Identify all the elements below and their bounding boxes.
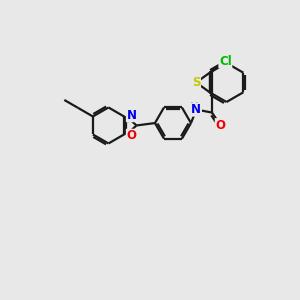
Text: O: O xyxy=(127,129,136,142)
Text: H: H xyxy=(190,102,199,112)
Text: N: N xyxy=(127,109,136,122)
Text: Cl: Cl xyxy=(219,55,232,68)
Text: O: O xyxy=(215,119,225,132)
Text: N: N xyxy=(191,103,201,116)
Text: S: S xyxy=(192,76,200,89)
